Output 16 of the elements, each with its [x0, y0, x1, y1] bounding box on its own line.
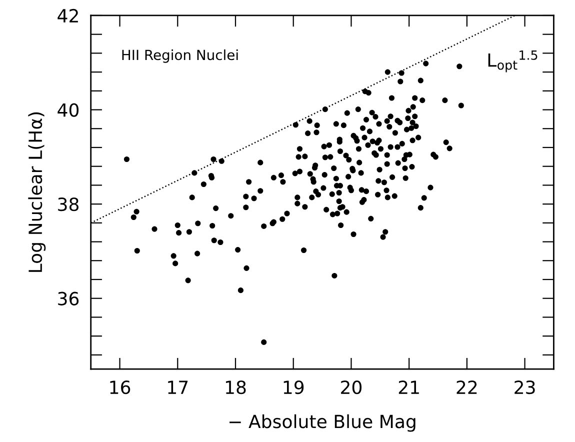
annotation: L$_{opt}$$^{1.5}$	[488, 50, 538, 72]
x-tick-label: 22	[456, 380, 477, 394]
x-tick-label: 18	[226, 380, 246, 394]
x-tick-label: 21	[398, 380, 419, 394]
y-tick-label: 36	[58, 292, 79, 306]
y-tick-label: 38	[58, 198, 79, 212]
y-tick-label: 40	[58, 103, 79, 117]
y-axis-title: Log Nuclear L(Hα)	[28, 112, 46, 272]
x-tick-label: 20	[341, 380, 362, 394]
x-tick-label: 17	[168, 380, 188, 394]
y-tick-label: 42	[58, 8, 78, 22]
x-axis-title: − Absolute Blue Mag	[230, 414, 416, 432]
x-tick-label: 23	[514, 380, 535, 394]
x-tick-label: 19	[284, 380, 304, 394]
annotation: HII Region Nuclei	[122, 49, 238, 63]
x-tick-label: 16	[110, 380, 130, 394]
